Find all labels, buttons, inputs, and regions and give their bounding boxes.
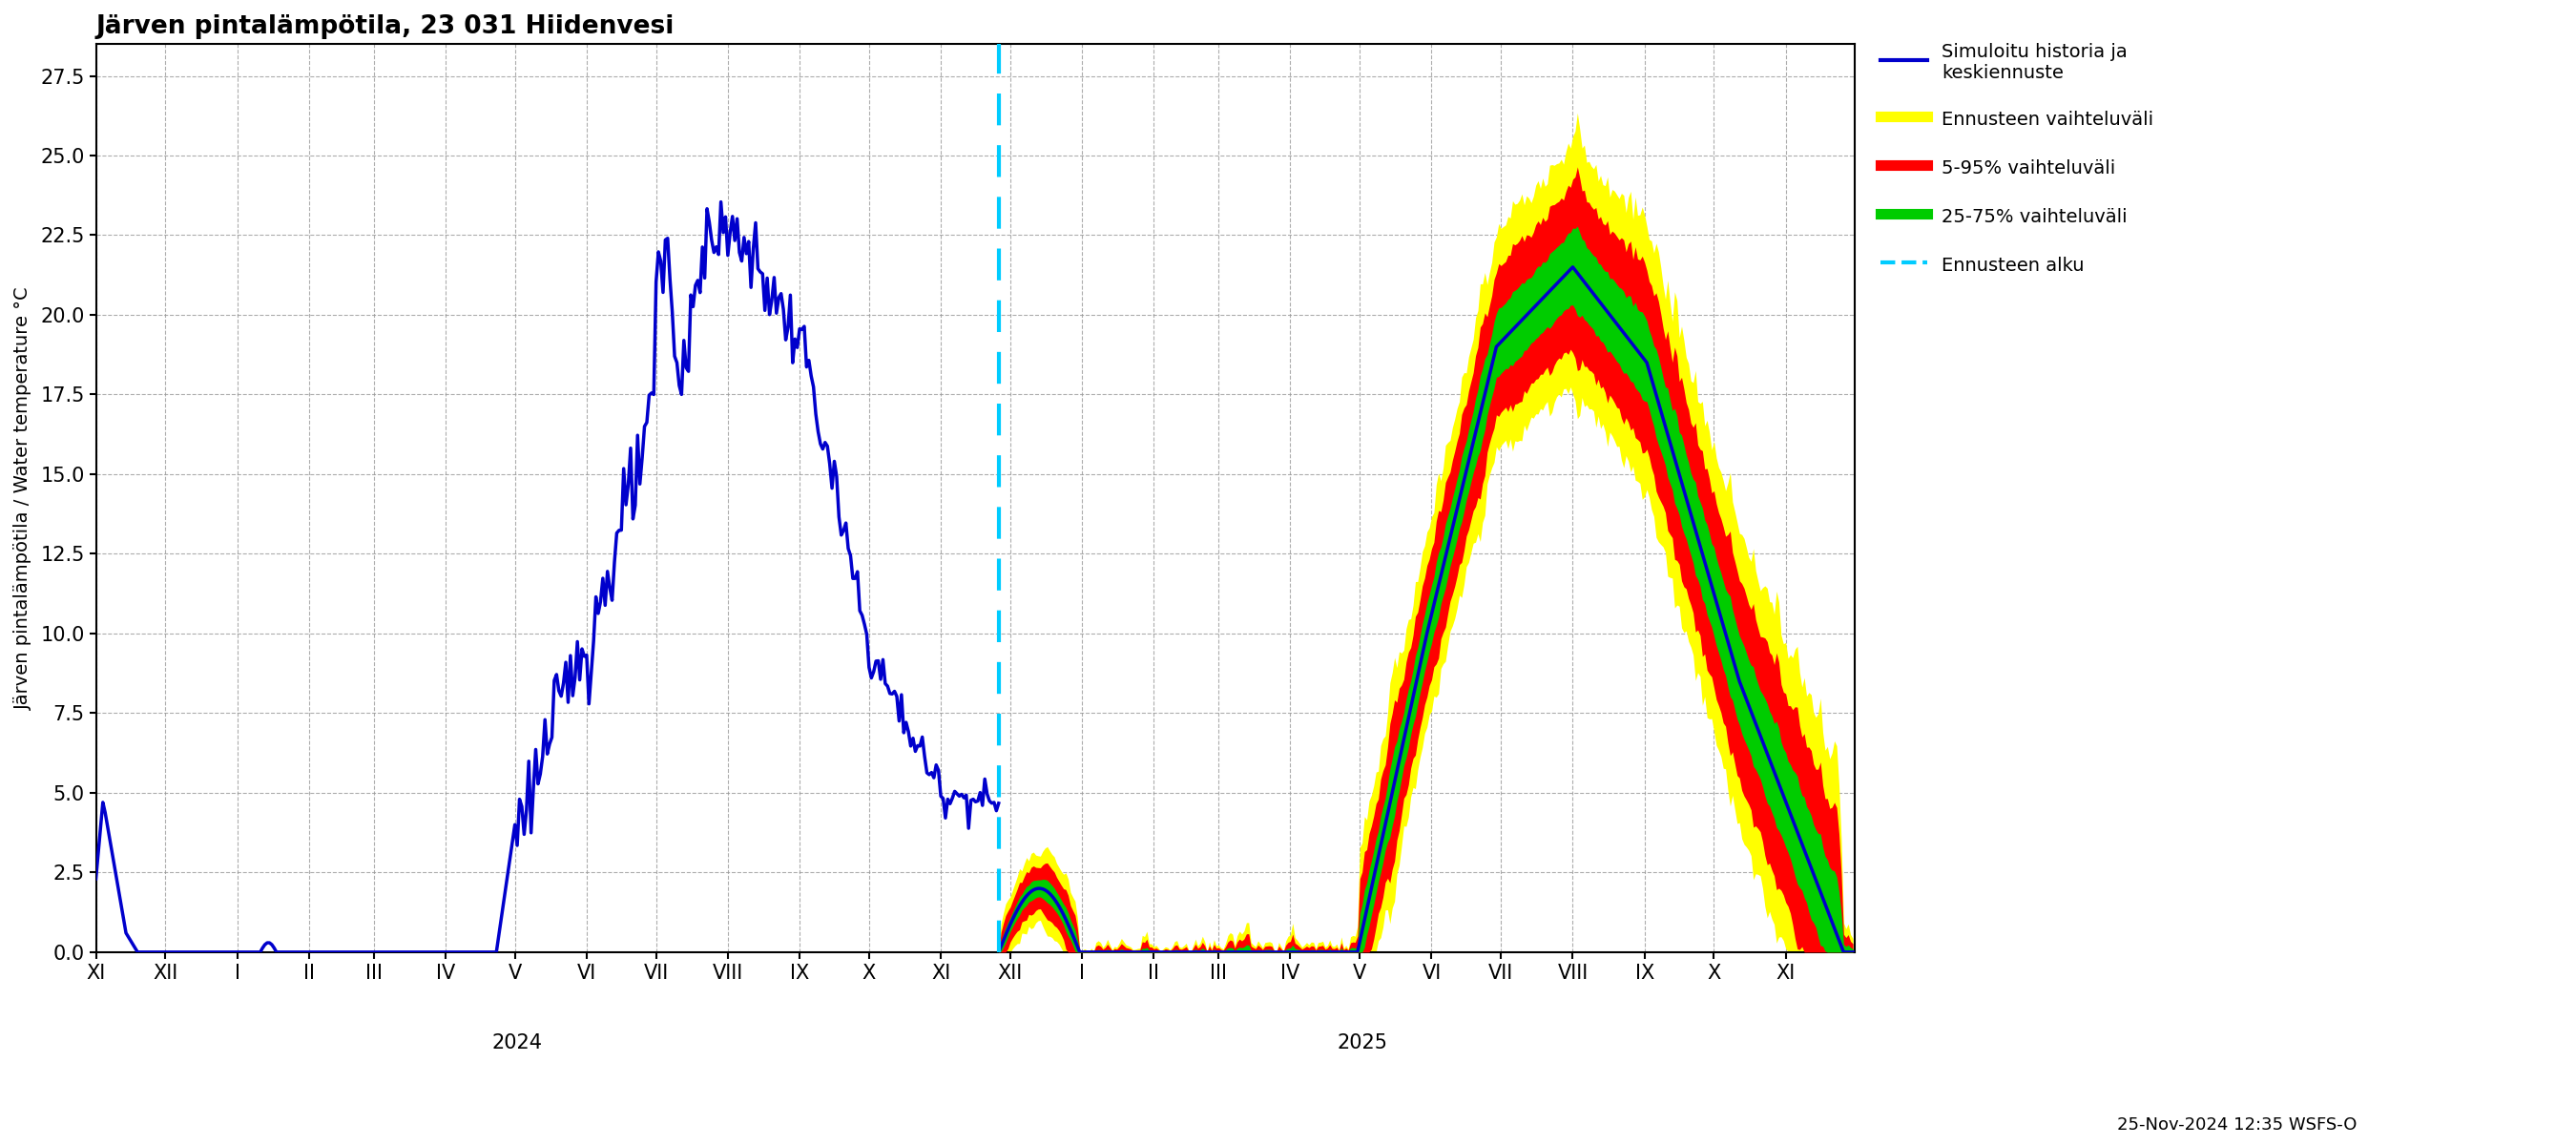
Y-axis label: Järven pintalämpötila / Water temperature °C: Järven pintalämpötila / Water temperatur…: [15, 286, 33, 710]
Text: Järven pintalämpötila, 23 031 Hiidenvesi: Järven pintalämpötila, 23 031 Hiidenvesi: [95, 14, 675, 39]
Text: 2024: 2024: [492, 1034, 544, 1053]
Text: 2025: 2025: [1337, 1034, 1388, 1053]
Text: 25-Nov-2024 12:35 WSFS-O: 25-Nov-2024 12:35 WSFS-O: [2117, 1116, 2357, 1134]
Legend: Simuloitu historia ja
keskiennuste, Ennusteen vaihteluväli, 5-95% vaihteluväli, : Simuloitu historia ja keskiennuste, Ennu…: [1873, 35, 2161, 284]
